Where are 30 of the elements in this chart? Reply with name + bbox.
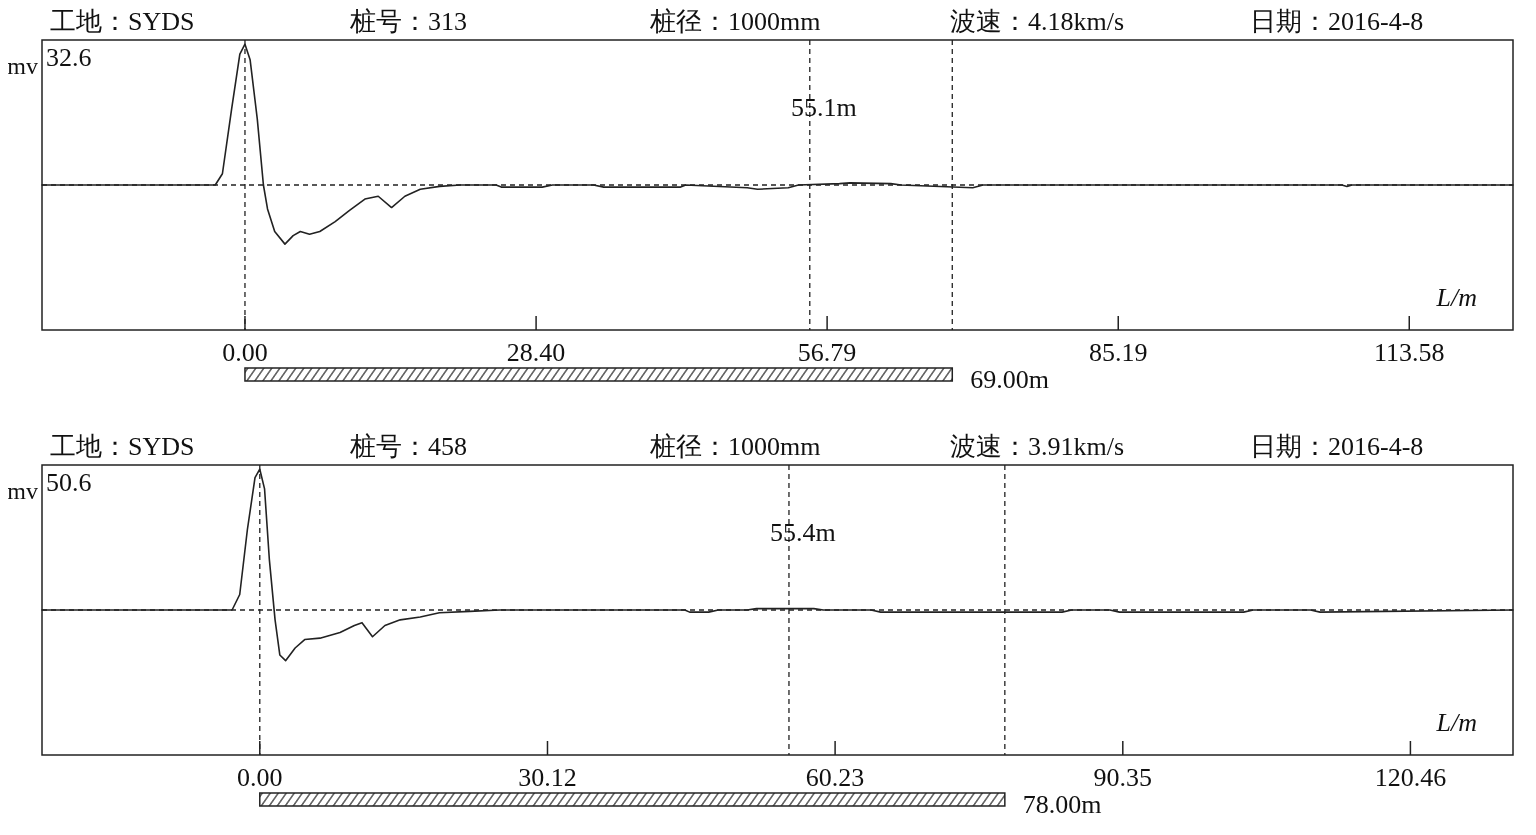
text: 工地：SYDS <box>50 7 195 36</box>
x-tick-label: 113.58 <box>1373 338 1445 367</box>
x-tick-label: 56.79 <box>797 338 857 367</box>
text: 波速：4.18km/s <box>950 7 1125 36</box>
x-tick-label: 60.23 <box>805 763 865 792</box>
annotation: 50.6 <box>46 468 92 497</box>
text: 工地：SYDS <box>50 432 195 461</box>
ref-line-label: 55.4m <box>770 518 836 547</box>
x-tick-label: 0.00 <box>237 763 283 792</box>
text: 78.00m <box>1022 790 1102 819</box>
y-axis-title: mv <box>7 478 38 504</box>
x-axis-title: L/m <box>1435 708 1477 737</box>
y-axis-title: mv <box>7 53 38 79</box>
text: 波速：3.91km/s <box>950 432 1125 461</box>
x-tick-label: 90.35 <box>1093 763 1153 792</box>
text: 桩径：1000mm <box>649 432 821 461</box>
text: 桩径：1000mm <box>649 7 821 36</box>
x-axis-title: L/m <box>1435 283 1477 312</box>
x-tick-label: 85.19 <box>1088 338 1148 367</box>
ref-line-label: 55.1m <box>790 93 857 122</box>
annotation: 32.6 <box>46 43 92 72</box>
x-tick-label: 120.46 <box>1374 763 1447 792</box>
text: 桩号：458 <box>349 432 467 461</box>
x-tick-label: 30.12 <box>518 763 577 792</box>
text: 日期：2016-4-8 <box>1250 432 1424 461</box>
x-tick-label: 0.00 <box>222 338 268 367</box>
text: 日期：2016-4-8 <box>1250 7 1424 36</box>
text: 桩号：313 <box>349 7 467 36</box>
x-tick-label: 28.40 <box>506 338 566 367</box>
text: 69.00m <box>970 365 1050 394</box>
